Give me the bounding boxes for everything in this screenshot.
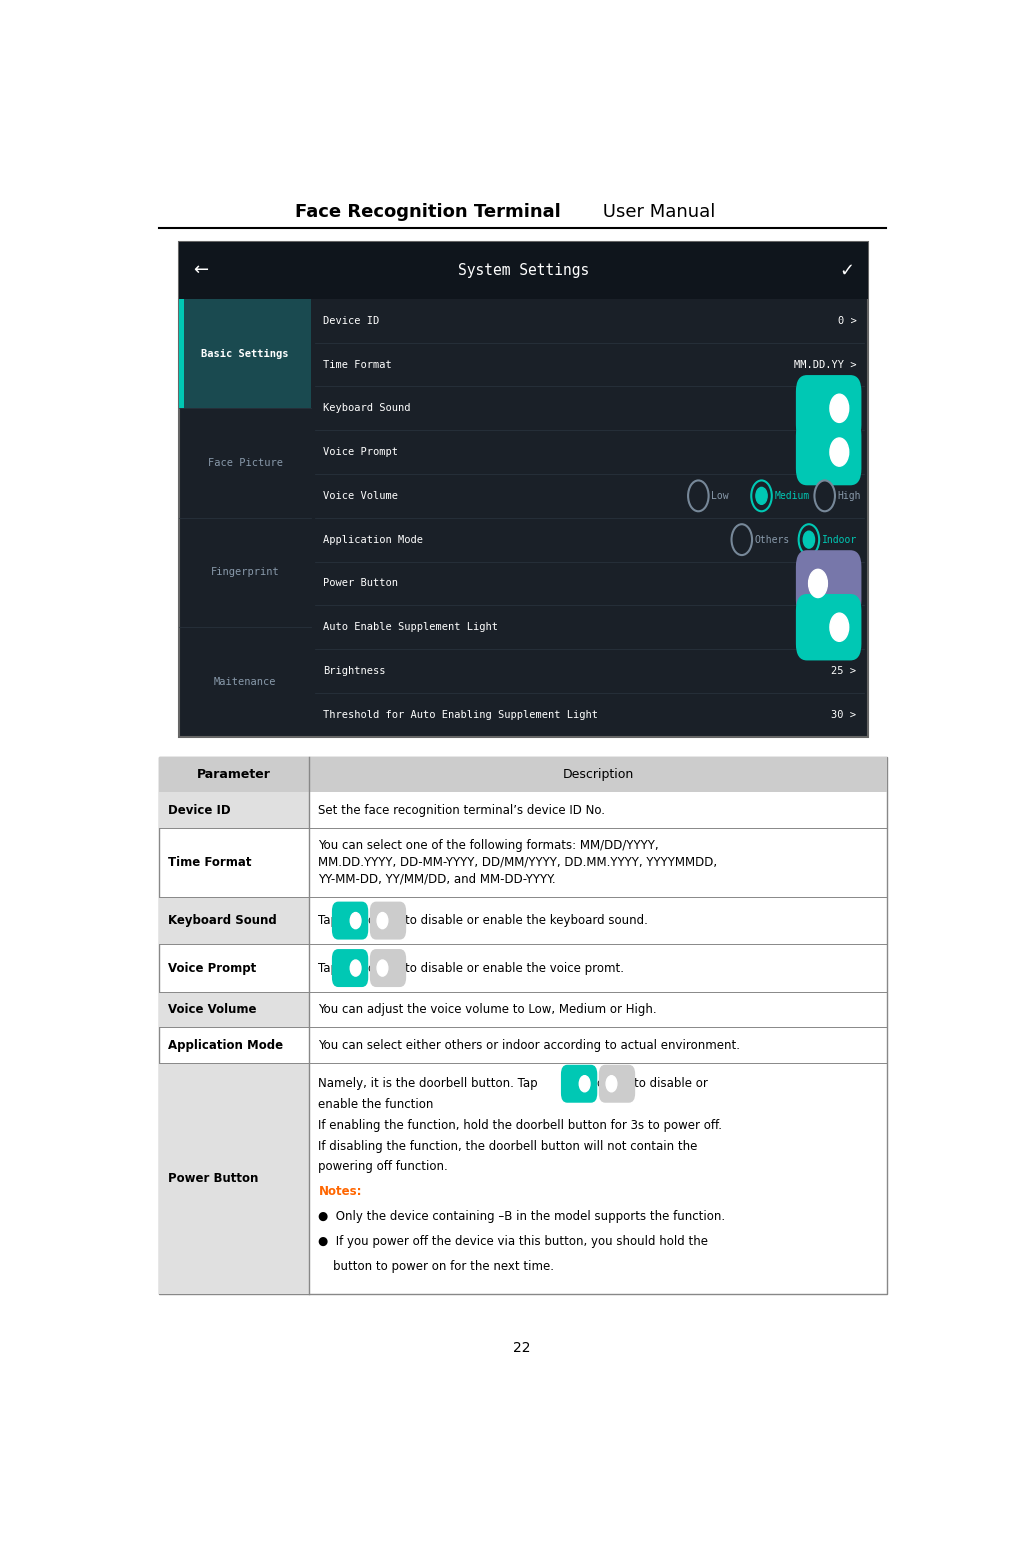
Text: to disable or: to disable or [635, 1077, 708, 1089]
Circle shape [829, 438, 849, 467]
Text: 22: 22 [514, 1341, 531, 1355]
Text: powering off function.: powering off function. [319, 1160, 448, 1173]
Text: If disabling the function, the doorbell button will not contain the: If disabling the function, the doorbell … [319, 1139, 698, 1153]
Text: Voice Prompt: Voice Prompt [323, 447, 398, 458]
Text: or: or [368, 914, 379, 928]
FancyBboxPatch shape [796, 593, 861, 661]
FancyBboxPatch shape [159, 757, 888, 792]
Text: Tap: Tap [319, 914, 338, 928]
Circle shape [377, 960, 388, 975]
Circle shape [751, 481, 771, 512]
Text: Fingerprint: Fingerprint [211, 567, 279, 578]
Text: Time Format: Time Format [168, 855, 252, 869]
Text: Set the face recognition terminal’s device ID No.: Set the face recognition terminal’s devi… [319, 804, 605, 817]
Circle shape [829, 394, 849, 422]
FancyBboxPatch shape [332, 901, 368, 940]
Text: Threshold for Auto Enabling Supplement Light: Threshold for Auto Enabling Supplement L… [323, 710, 598, 720]
Text: Description: Description [562, 767, 634, 781]
Text: Application Mode: Application Mode [168, 1039, 283, 1051]
Text: Keyboard Sound: Keyboard Sound [168, 914, 277, 928]
FancyBboxPatch shape [796, 550, 861, 616]
Circle shape [377, 912, 388, 929]
Text: Basic Settings: Basic Settings [202, 348, 288, 359]
FancyBboxPatch shape [159, 792, 309, 828]
Circle shape [814, 481, 835, 512]
Text: Power Button: Power Button [168, 1173, 259, 1185]
Text: Time Format: Time Format [323, 359, 392, 370]
FancyBboxPatch shape [159, 897, 309, 945]
Circle shape [579, 1076, 590, 1093]
Circle shape [829, 613, 849, 641]
Circle shape [688, 481, 708, 512]
Text: If enabling the function, hold the doorbell button for 3s to power off.: If enabling the function, hold the doorb… [319, 1119, 722, 1131]
Text: Voice Volume: Voice Volume [323, 492, 398, 501]
Text: Indoor: Indoor [821, 535, 857, 544]
Text: Device ID: Device ID [323, 316, 379, 325]
Text: Tap: Tap [319, 962, 338, 974]
Text: MM.DD.YY >: MM.DD.YY > [794, 359, 856, 370]
Text: or: or [368, 962, 379, 974]
Text: Voice Volume: Voice Volume [168, 1003, 257, 1016]
Text: Brightness: Brightness [323, 666, 386, 676]
Circle shape [756, 487, 767, 504]
FancyBboxPatch shape [370, 949, 407, 988]
FancyBboxPatch shape [178, 242, 868, 737]
Text: Face Recognition Terminal: Face Recognition Terminal [294, 203, 560, 222]
Circle shape [799, 524, 819, 555]
Text: Keyboard Sound: Keyboard Sound [323, 404, 411, 413]
Text: Device ID: Device ID [168, 804, 231, 817]
Text: to disable or enable the keyboard sound.: to disable or enable the keyboard sound. [406, 914, 648, 928]
Text: System Settings: System Settings [458, 264, 589, 277]
FancyBboxPatch shape [178, 242, 868, 299]
Circle shape [809, 569, 827, 598]
FancyBboxPatch shape [178, 299, 184, 408]
Text: Others: Others [754, 535, 790, 544]
Circle shape [732, 524, 752, 555]
Circle shape [351, 912, 361, 929]
Text: ✓: ✓ [839, 262, 854, 279]
Text: You can select one of the following formats: MM/DD/YYYY,
MM.DD.YYYY, DD-MM-YYYY,: You can select one of the following form… [319, 838, 717, 886]
Text: Power Button: Power Button [323, 578, 398, 589]
Text: You can select either others or indoor according to actual environment.: You can select either others or indoor a… [319, 1039, 741, 1051]
FancyBboxPatch shape [370, 901, 407, 940]
Text: Maitenance: Maitenance [214, 676, 276, 687]
FancyBboxPatch shape [796, 374, 861, 442]
Text: You can adjust the voice volume to Low, Medium or High.: You can adjust the voice volume to Low, … [319, 1003, 657, 1016]
FancyBboxPatch shape [184, 299, 312, 408]
FancyBboxPatch shape [560, 1065, 597, 1103]
Text: Voice Prompt: Voice Prompt [168, 962, 257, 974]
Text: or: or [596, 1077, 608, 1089]
Circle shape [351, 960, 361, 975]
Text: 30 >: 30 > [832, 710, 856, 720]
Text: Medium: Medium [774, 492, 809, 501]
FancyBboxPatch shape [332, 949, 368, 988]
Text: ←: ← [193, 262, 208, 279]
Text: Auto Enable Supplement Light: Auto Enable Supplement Light [323, 623, 498, 632]
Text: Low: Low [711, 492, 729, 501]
Text: Notes:: Notes: [319, 1185, 362, 1199]
FancyBboxPatch shape [159, 1063, 309, 1294]
Text: Face Picture: Face Picture [208, 458, 282, 468]
FancyBboxPatch shape [599, 1065, 635, 1103]
Text: 25 >: 25 > [832, 666, 856, 676]
FancyBboxPatch shape [796, 419, 861, 485]
Circle shape [803, 532, 814, 549]
Text: ●  If you power off the device via this button, you should hold the: ● If you power off the device via this b… [319, 1234, 708, 1248]
FancyBboxPatch shape [159, 757, 888, 1294]
Text: to disable or enable the voice promt.: to disable or enable the voice promt. [406, 962, 625, 974]
Text: User Manual: User Manual [597, 203, 715, 222]
Text: Namely, it is the doorbell button. Tap: Namely, it is the doorbell button. Tap [319, 1077, 538, 1089]
Circle shape [606, 1076, 616, 1093]
Text: Parameter: Parameter [197, 767, 271, 781]
Text: enable the function: enable the function [319, 1099, 434, 1111]
FancyBboxPatch shape [159, 992, 309, 1028]
Text: 0 >: 0 > [838, 316, 856, 325]
Text: Application Mode: Application Mode [323, 535, 423, 544]
Text: High: High [838, 492, 861, 501]
Text: button to power on for the next time.: button to power on for the next time. [332, 1261, 553, 1273]
Text: ●  Only the device containing –B in the model supports the function.: ● Only the device containing –B in the m… [319, 1210, 726, 1224]
